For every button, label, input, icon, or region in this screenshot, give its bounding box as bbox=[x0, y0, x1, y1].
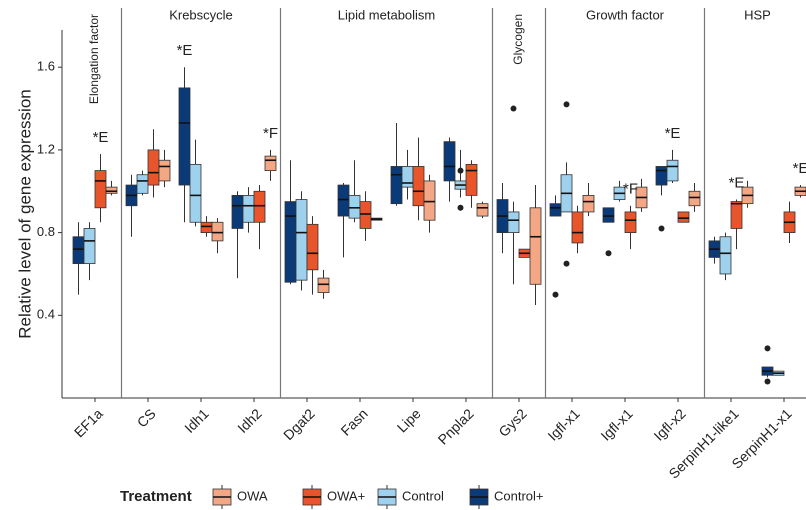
box bbox=[719, 236, 732, 275]
y-tick-label: 0.8 bbox=[37, 224, 55, 239]
annotation: *E bbox=[177, 42, 193, 59]
box bbox=[655, 166, 668, 186]
box bbox=[412, 166, 425, 207]
box bbox=[200, 221, 213, 234]
annotation: *F bbox=[263, 125, 278, 142]
group-label: Elongation factor bbox=[87, 14, 101, 104]
x-tick-label: Gys2 bbox=[495, 405, 530, 440]
box bbox=[189, 163, 202, 223]
outlier bbox=[764, 378, 771, 385]
x-tick-label: EF1a bbox=[71, 405, 106, 440]
box bbox=[401, 166, 414, 188]
box bbox=[72, 236, 85, 265]
outlier bbox=[764, 345, 771, 352]
box bbox=[390, 166, 403, 205]
group-label: Growth factor bbox=[586, 7, 665, 22]
outlier bbox=[457, 204, 464, 211]
legend-label: OWA bbox=[237, 488, 268, 503]
box bbox=[582, 194, 595, 213]
box bbox=[624, 211, 637, 234]
box bbox=[242, 194, 255, 223]
y-tick-label: 1.6 bbox=[37, 59, 55, 74]
box bbox=[443, 141, 456, 182]
outlier bbox=[658, 225, 665, 232]
box bbox=[359, 201, 372, 229]
box bbox=[83, 228, 96, 265]
y-axis-label: Relative level of gene expression bbox=[15, 89, 34, 338]
box bbox=[264, 155, 277, 171]
x-tick-label: Idh1 bbox=[181, 405, 212, 436]
box bbox=[549, 203, 562, 217]
y-tick-label: 0.4 bbox=[37, 307, 55, 322]
box bbox=[571, 211, 584, 244]
box bbox=[211, 221, 224, 242]
legend-label: Control+ bbox=[494, 488, 544, 503]
box bbox=[158, 159, 171, 182]
legend-label: Control bbox=[402, 488, 444, 503]
group-label: Glycogen bbox=[511, 14, 525, 65]
box bbox=[337, 184, 350, 217]
box bbox=[94, 170, 107, 209]
box bbox=[147, 149, 160, 186]
box bbox=[677, 211, 690, 223]
legend-title: Treatment bbox=[120, 488, 192, 505]
box bbox=[602, 207, 615, 223]
outlier bbox=[457, 167, 464, 174]
x-tick-label: Pnpla2 bbox=[435, 405, 477, 447]
outlier bbox=[563, 101, 570, 108]
box bbox=[423, 180, 436, 221]
box bbox=[231, 194, 244, 229]
box bbox=[306, 223, 319, 271]
annotation: *F bbox=[623, 181, 638, 198]
y-tick-label: 1.2 bbox=[37, 141, 55, 156]
x-tick-label: Idh2 bbox=[234, 405, 265, 436]
annotation: *E bbox=[665, 125, 681, 142]
box bbox=[688, 190, 701, 207]
box bbox=[105, 186, 118, 194]
outlier bbox=[510, 105, 517, 112]
annotation: *E bbox=[729, 174, 745, 191]
box bbox=[136, 174, 149, 194]
group-label: Krebscycle bbox=[169, 7, 233, 22]
annotation: *E bbox=[793, 160, 806, 177]
x-tick-label: Igfl-x2 bbox=[650, 405, 688, 443]
box bbox=[730, 201, 743, 229]
box bbox=[295, 199, 308, 281]
group-label: HSP bbox=[744, 7, 771, 22]
legend-label: OWA+ bbox=[327, 488, 365, 503]
x-tick-label: Fasn bbox=[337, 405, 370, 438]
box bbox=[666, 159, 679, 182]
x-tick-label: Igfl-x1 bbox=[544, 405, 582, 443]
box bbox=[317, 277, 330, 293]
box bbox=[253, 190, 266, 223]
box bbox=[529, 207, 542, 285]
x-tick-label: Lipe bbox=[394, 405, 424, 435]
box bbox=[284, 201, 297, 283]
outlier bbox=[605, 250, 612, 257]
box bbox=[507, 211, 520, 234]
x-tick-label: Dgat2 bbox=[280, 405, 318, 443]
x-tick-label: Igfl-x1 bbox=[597, 405, 635, 443]
outlier bbox=[552, 291, 559, 298]
group-label: Lipid metabolism bbox=[338, 7, 436, 22]
annotation: *E bbox=[93, 129, 109, 146]
box bbox=[465, 163, 478, 196]
box bbox=[178, 87, 191, 186]
box bbox=[476, 203, 489, 217]
box bbox=[348, 194, 361, 219]
x-tick-label: CS bbox=[134, 405, 159, 430]
outlier bbox=[563, 260, 570, 267]
